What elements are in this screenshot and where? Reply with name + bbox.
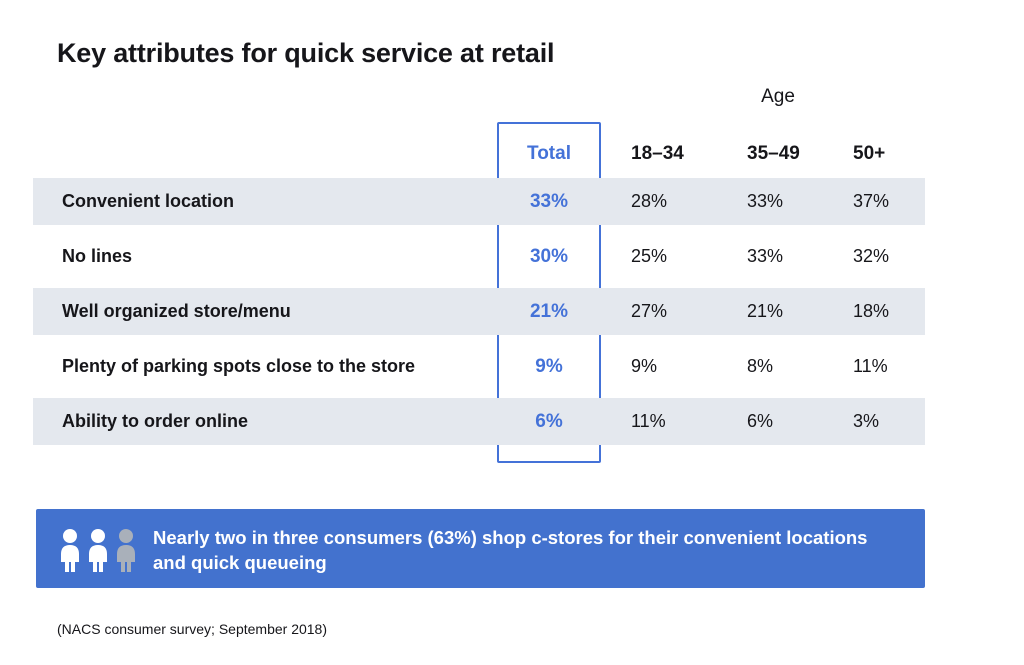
table-row: Convenient location 33% 28% 33% 37%	[33, 178, 925, 225]
callout-text: Nearly two in three consumers (63%) shop…	[153, 527, 868, 573]
column-header-total: Total	[527, 143, 571, 164]
table-body: Convenient location 33% 28% 33% 37% No l…	[33, 178, 925, 453]
table-row: Plenty of parking spots close to the sto…	[33, 343, 925, 390]
age-group-header: Age	[761, 86, 795, 107]
column-header-age-18-34: 18–34	[631, 143, 684, 164]
attributes-table: Age Total 18–34 35–49 50+ Convenient loc…	[33, 82, 925, 472]
row-label: Ability to order online	[62, 411, 249, 431]
row-label: Well organized store/menu	[62, 301, 291, 321]
row-label: No lines	[62, 246, 133, 266]
cell-age-18-34: 28%	[631, 191, 668, 211]
row-label: Plenty of parking spots close to the sto…	[62, 356, 416, 376]
cell-total: 9%	[535, 356, 563, 377]
table-row: Well organized store/menu 21% 27% 21% 18…	[33, 288, 925, 335]
cell-age-50-plus: 18%	[853, 301, 890, 321]
table-header-row: Total 18–34 35–49 50+	[33, 129, 925, 179]
cell-age-18-34: 27%	[631, 301, 668, 321]
cell-age-35-49: 21%	[747, 301, 784, 321]
source-footnote: (NACS consumer survey; September 2018)	[57, 621, 327, 637]
cell-total: 33%	[529, 191, 569, 212]
cell-age-50-plus: 32%	[853, 246, 890, 266]
three-people-icon	[61, 529, 135, 572]
cell-age-50-plus: 3%	[853, 411, 880, 431]
cell-age-18-34: 25%	[631, 246, 668, 266]
cell-total: 21%	[529, 301, 569, 322]
cell-age-35-49: 33%	[747, 191, 784, 211]
cell-age-18-34: 11%	[631, 411, 666, 431]
cell-total: 30%	[529, 246, 569, 267]
cell-age-50-plus: 11%	[853, 356, 888, 376]
page-title: Key attributes for quick service at reta…	[57, 38, 555, 68]
row-label: Convenient location	[62, 191, 235, 211]
cell-total: 6%	[535, 411, 563, 432]
column-header-age-50-plus: 50+	[853, 143, 886, 164]
column-header-age-35-49: 35–49	[747, 143, 800, 164]
cell-age-18-34: 9%	[631, 356, 658, 376]
cell-age-35-49: 8%	[747, 356, 774, 376]
table-row: No lines 30% 25% 33% 32%	[33, 233, 925, 280]
cell-age-35-49: 6%	[747, 411, 774, 431]
insight-callout-banner: Nearly two in three consumers (63%) shop…	[36, 509, 925, 588]
cell-age-50-plus: 37%	[853, 191, 890, 211]
cell-age-35-49: 33%	[747, 246, 784, 266]
table-row: Ability to order online 6% 11% 6% 3%	[33, 398, 925, 445]
